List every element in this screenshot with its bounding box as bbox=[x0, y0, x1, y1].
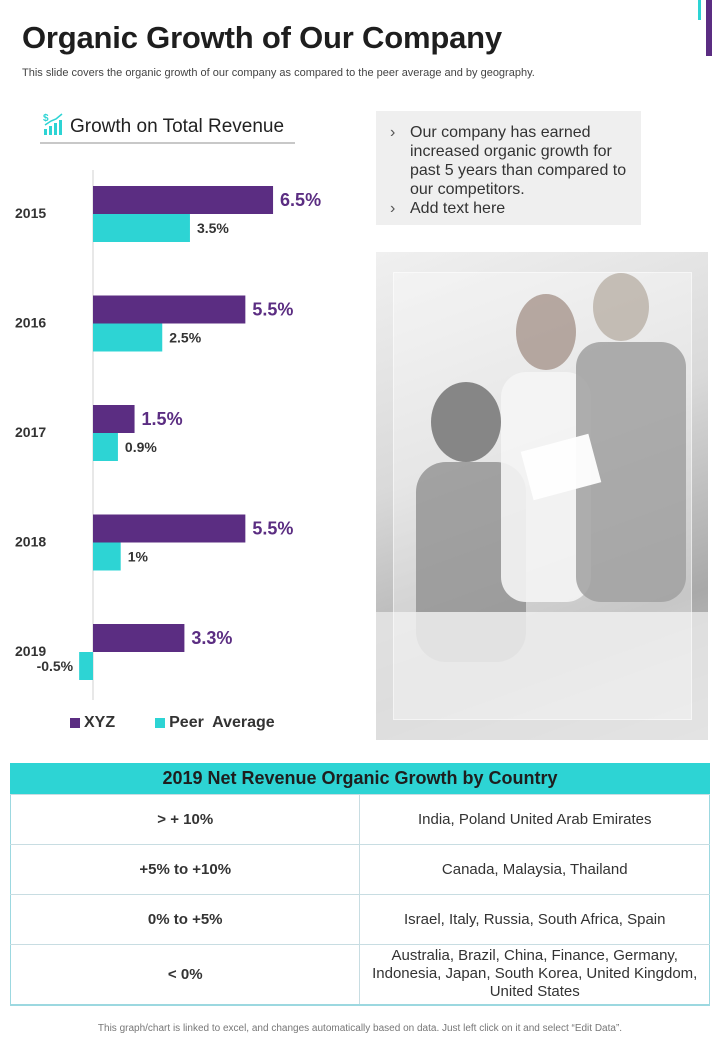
data-label-peer-2017: 0.9% bbox=[125, 439, 157, 455]
legend-item-peer: Peer Average bbox=[155, 714, 275, 732]
bar-peer-2016 bbox=[93, 323, 163, 352]
data-label-peer-2018: 1% bbox=[128, 549, 149, 565]
data-label-peer-2015: 3.5% bbox=[197, 220, 229, 236]
chart-bar-dollar-icon: $ bbox=[42, 112, 64, 141]
table-cell-range: < 0% bbox=[10, 944, 361, 1005]
category-label-2015: 2015 bbox=[15, 205, 46, 221]
table-cell-range: > + 10% bbox=[10, 794, 361, 845]
photo-frame-overlay bbox=[393, 272, 692, 720]
data-label-xyz-2017: 1.5% bbox=[142, 409, 183, 429]
bar-xyz-2019 bbox=[93, 624, 185, 652]
table-cell-range: +5% to +10% bbox=[10, 844, 361, 895]
table-cell-countries: Canada, Malaysia, Thailand bbox=[359, 844, 710, 895]
bar-peer-2015 bbox=[93, 214, 190, 242]
table-row: > + 10% India, Poland United Arab Emirat… bbox=[10, 794, 710, 845]
chevron-right-icon: › bbox=[390, 200, 396, 217]
table-cell-range: 0% to +5% bbox=[10, 894, 361, 945]
photo-illustration bbox=[376, 273, 708, 740]
bar-peer-2018 bbox=[93, 542, 121, 571]
table-row: +5% to +10% Canada, Malaysia, Thailand bbox=[10, 844, 710, 895]
data-label-peer-2019: -0.5% bbox=[37, 658, 74, 674]
note-text: Add text here bbox=[410, 200, 506, 217]
note-text: Our company has earned increased organic… bbox=[410, 124, 627, 198]
note-item: › Our company has earned increased organ… bbox=[390, 123, 631, 199]
legend-label-xyz: XYZ bbox=[84, 714, 116, 731]
page-title: Organic Growth of Our Company bbox=[22, 20, 502, 55]
bar-peer-2019 bbox=[79, 652, 93, 680]
table-cell-countries: Israel, Italy, Russia, South Africa, Spa… bbox=[359, 894, 710, 945]
category-label-2016: 2016 bbox=[15, 315, 46, 331]
chevron-right-icon: › bbox=[390, 124, 396, 141]
team-meeting-photo bbox=[376, 252, 708, 740]
chart-heading-text: Growth on Total Revenue bbox=[70, 115, 285, 137]
page-subtitle: This slide covers the organic growth of … bbox=[22, 67, 535, 79]
data-label-xyz-2018: 5.5% bbox=[252, 519, 293, 539]
data-label-xyz-2016: 5.5% bbox=[252, 300, 293, 320]
footer-note: This graph/chart is linked to excel, and… bbox=[97, 1023, 623, 1034]
bar-peer-2017 bbox=[93, 433, 118, 461]
category-label-2017: 2017 bbox=[15, 424, 46, 440]
legend-swatch-xyz bbox=[70, 718, 80, 728]
table-body: > + 10% India, Poland United Arab Emirat… bbox=[10, 794, 710, 1006]
note-item: › Add text here bbox=[390, 199, 631, 218]
note-box: › Our company has earned increased organ… bbox=[376, 111, 641, 225]
table-cell-countries: Australia, Brazil, China, Finance, Germa… bbox=[359, 944, 710, 1005]
svg-text:$: $ bbox=[43, 113, 49, 124]
accent-bar-teal bbox=[698, 0, 701, 20]
legend-label-peer: Peer Average bbox=[169, 714, 275, 731]
chart-legend: XYZ Peer Average bbox=[70, 714, 315, 732]
legend-item-xyz: XYZ bbox=[70, 714, 115, 732]
bar-chart: 2015 6.5% 3.5% 2016 5.5% 2.5% 2017 1.5% 0.9% 2018… bbox=[15, 170, 321, 700]
bar-xyz-2018 bbox=[93, 514, 246, 543]
data-label-xyz-2015: 6.5% bbox=[280, 190, 321, 210]
chart-heading-underline bbox=[40, 142, 295, 144]
table-header: 2019 Net Revenue Organic Growth by Count… bbox=[10, 763, 710, 794]
data-label-xyz-2019: 3.3% bbox=[191, 628, 232, 648]
chart-heading: $ Growth on Total Revenue bbox=[42, 112, 284, 141]
table-row: < 0% Australia, Brazil, China, Finance, … bbox=[10, 944, 710, 1005]
bar-xyz-2016 bbox=[93, 295, 246, 324]
country-growth-table: 2019 Net Revenue Organic Growth by Count… bbox=[10, 763, 710, 1006]
category-label-2019: 2019 bbox=[15, 643, 46, 659]
legend-swatch-peer bbox=[155, 718, 166, 728]
accent-bar-purple bbox=[706, 0, 712, 56]
table-cell-countries: India, Poland United Arab Emirates bbox=[359, 794, 710, 845]
bar-xyz-2017 bbox=[93, 405, 135, 433]
table-row: 0% to +5% Israel, Italy, Russia, South A… bbox=[10, 894, 710, 945]
data-label-peer-2016: 2.5% bbox=[169, 330, 201, 346]
category-label-2018: 2018 bbox=[15, 534, 46, 550]
bar-xyz-2015 bbox=[93, 186, 274, 214]
